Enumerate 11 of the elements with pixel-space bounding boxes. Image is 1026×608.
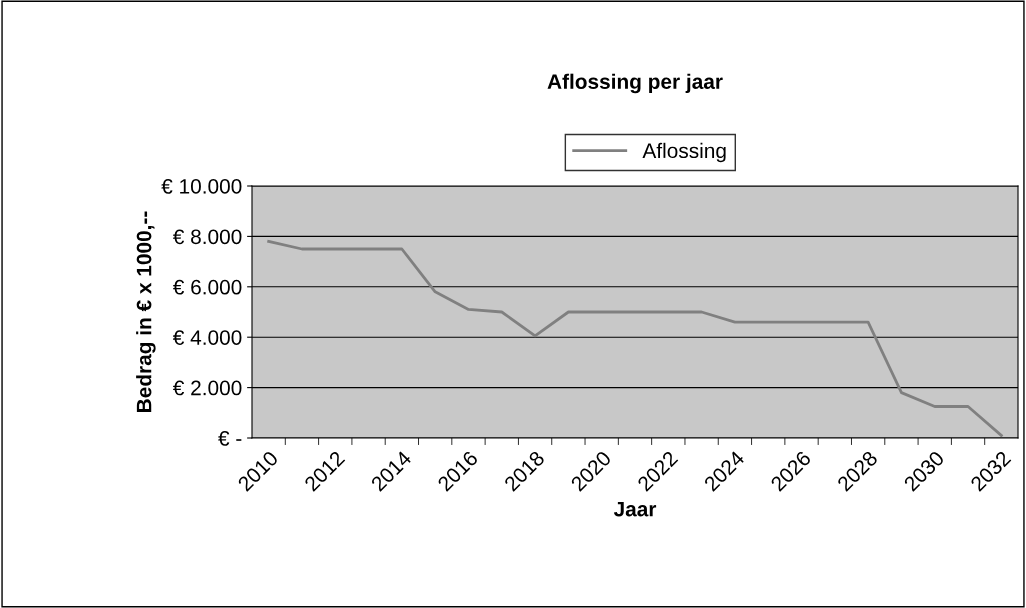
chart-title: Aflossing per jaar xyxy=(547,73,723,94)
legend-label: Aflossing xyxy=(642,142,726,163)
y-tick-label: € 8.000 xyxy=(172,229,242,245)
y-tick-label: € - xyxy=(218,431,242,446)
y-tick-label: € 6.000 xyxy=(172,279,242,295)
y-axis-title: Bedrag in € x 1000,-- xyxy=(136,211,156,412)
line-series xyxy=(267,240,1003,437)
x-axis-title: Jaar xyxy=(613,501,657,517)
y-tick-label: € 2.000 xyxy=(172,380,242,396)
y-tick-label: € 4.000 xyxy=(172,330,242,345)
y-tick-label: € 10.000 xyxy=(161,179,242,194)
